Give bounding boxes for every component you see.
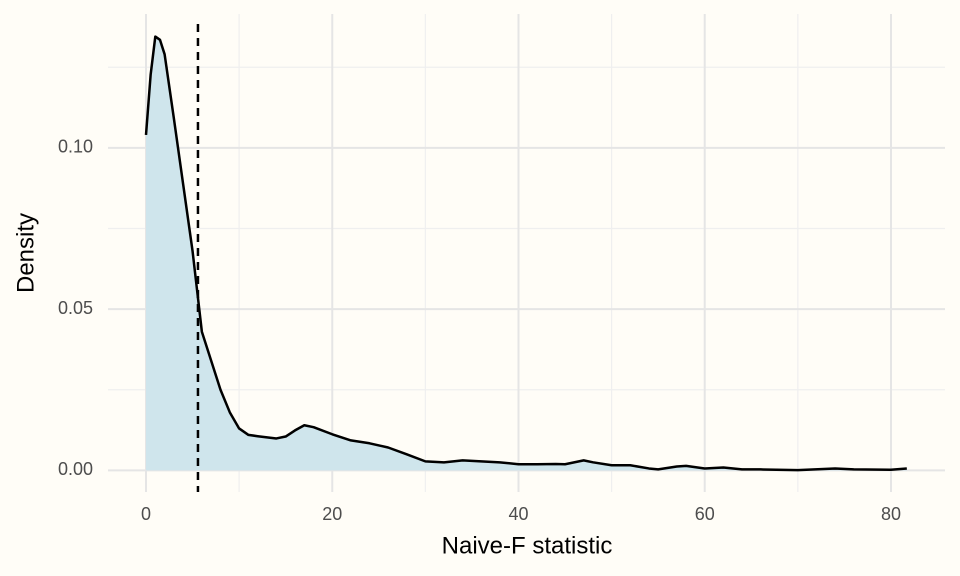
x-tick-label: 0 <box>141 504 151 524</box>
y-axis-title: Density <box>12 213 39 293</box>
y-tick-label: 0.05 <box>58 298 93 318</box>
x-tick-label: 60 <box>695 504 715 524</box>
x-tick-label: 40 <box>508 504 528 524</box>
y-tick-label: 0.00 <box>58 459 93 479</box>
y-tick-label: 0.10 <box>58 137 93 157</box>
density-area <box>145 36 907 471</box>
x-tick-label: 20 <box>322 504 342 524</box>
x-tick-label: 80 <box>881 504 901 524</box>
x-axis-title: Naive-F statistic <box>442 532 613 559</box>
density-line <box>144 35 907 472</box>
